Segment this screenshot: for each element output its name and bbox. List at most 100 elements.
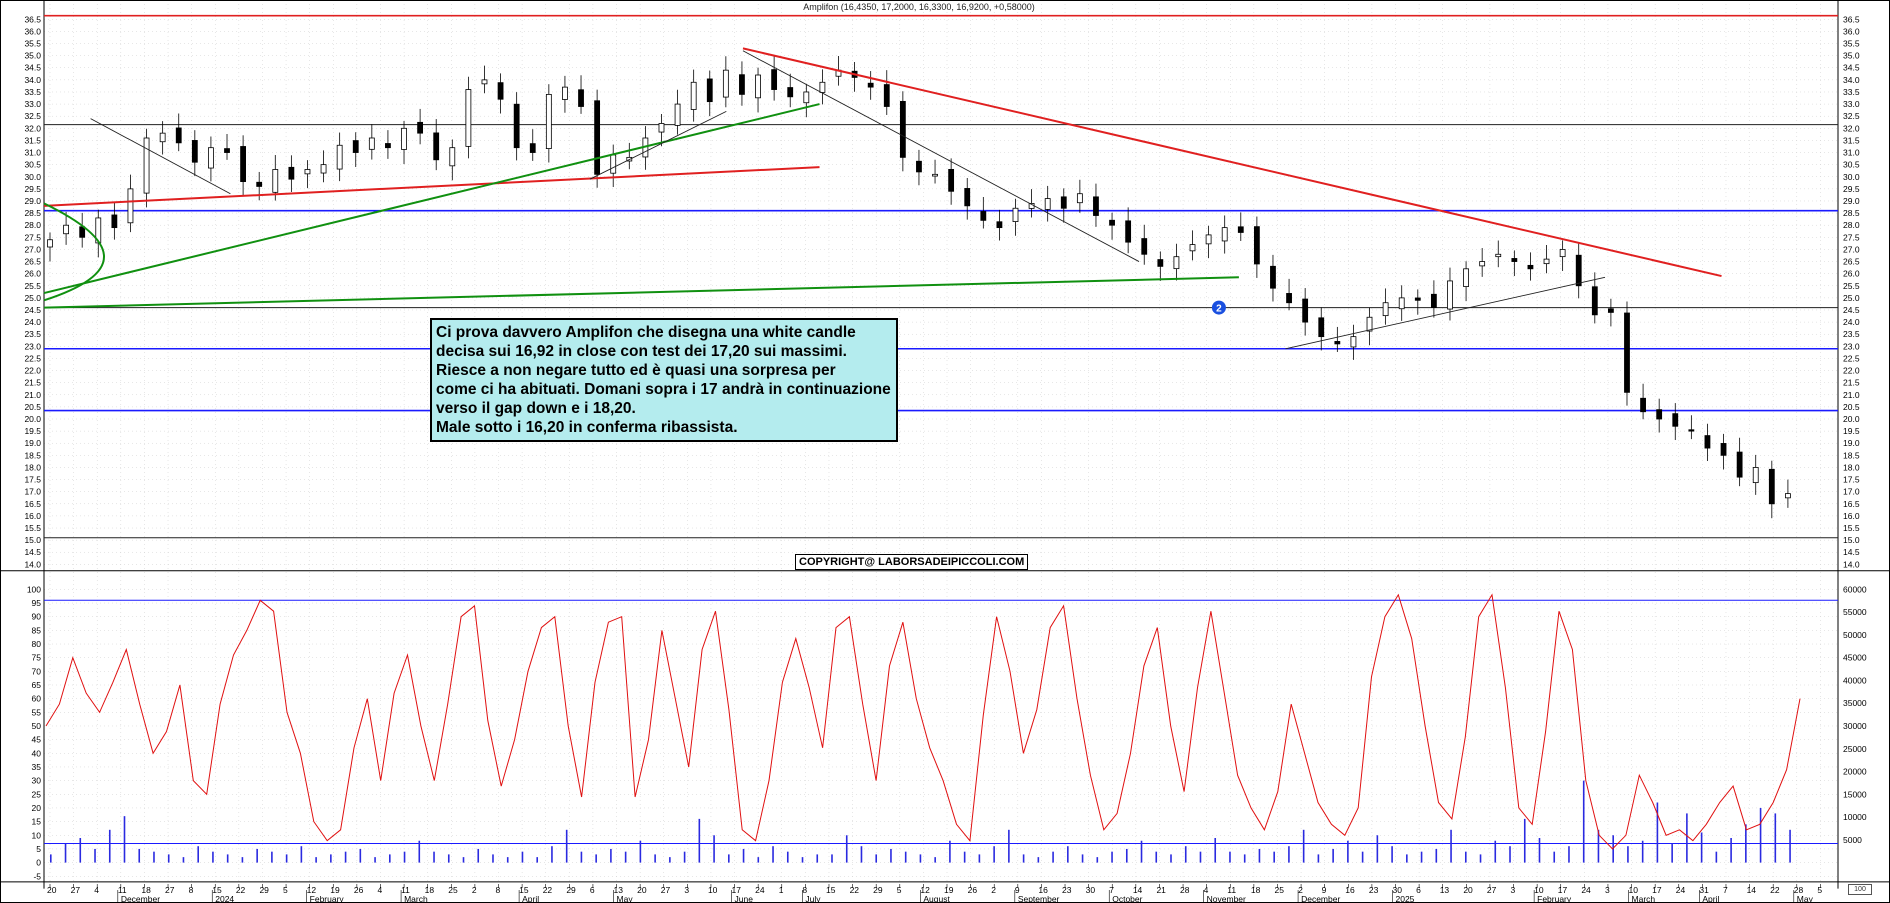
- volume-bar: [1332, 848, 1334, 863]
- y-tick-label-left: 21.0: [24, 390, 41, 400]
- candle-body: [610, 154, 617, 174]
- y-tick-label-left: 14.0: [24, 559, 41, 569]
- osc-tick-label-right: 55000: [1843, 607, 1867, 617]
- x-day-label: 26: [968, 885, 978, 895]
- osc-tick-label-left: 0: [36, 858, 41, 868]
- candle-body: [594, 100, 601, 175]
- candle-body: [449, 147, 456, 167]
- volume-bar: [182, 857, 185, 863]
- volume-bar: [1347, 840, 1349, 863]
- volume-bar: [1686, 813, 1688, 863]
- y-tick-label-left: 28.0: [24, 220, 41, 230]
- volume-bar: [374, 857, 376, 863]
- candle-body: [1109, 219, 1115, 226]
- x-day-label: 17: [1558, 885, 1568, 895]
- note-line: decisa sui 16,92 in close con test dei 1…: [436, 343, 847, 360]
- candles: [47, 55, 1791, 519]
- y-tick-label-left: 14.5: [24, 547, 41, 557]
- trendline-red: [742, 47, 1722, 278]
- y-tick-label-right: 34.0: [1843, 75, 1860, 85]
- trendline-black: [1285, 276, 1606, 350]
- x-day-label: 17: [1652, 885, 1662, 895]
- x-month-label: June: [735, 894, 754, 903]
- candle-body: [948, 169, 955, 192]
- y-tick-label-left: 28.5: [24, 208, 41, 218]
- y-tick-label-left: 31.5: [24, 135, 41, 145]
- volume-bar: [610, 848, 612, 863]
- osc-tick-label-left: 45: [32, 735, 42, 745]
- y-tick-label-right: 27.5: [1843, 232, 1860, 242]
- candle-body: [1350, 336, 1357, 348]
- oscillator-panel: [44, 593, 1838, 863]
- x-day-label: 14: [1747, 885, 1757, 895]
- y-tick-label-left: 22.0: [24, 366, 41, 376]
- y-tick-label-left: 23.0: [24, 341, 41, 351]
- x-day-label: 28: [1794, 885, 1804, 895]
- oscillator-line: [45, 593, 1801, 850]
- y-tick-label-left: 25.0: [24, 293, 41, 303]
- x-day-label: 19: [944, 885, 954, 895]
- x-day-label: 24: [755, 885, 765, 895]
- x-day-label: 7: [1723, 885, 1728, 895]
- volume-bar: [786, 851, 789, 863]
- x-day-label: 20: [47, 885, 57, 895]
- x-day-label: 27: [661, 885, 671, 895]
- volume-bar: [123, 816, 126, 863]
- candle-body: [240, 146, 247, 183]
- y-tick-label-left: 19.0: [24, 438, 41, 448]
- x-day-label: 11: [401, 885, 410, 895]
- candle-body: [1366, 316, 1373, 332]
- volume-bar: [1656, 802, 1659, 863]
- y-tick-label-right: 16.5: [1843, 499, 1860, 509]
- candle-body: [1688, 429, 1695, 432]
- x-month-label: March: [1632, 894, 1656, 903]
- y-tick-label-left: 18.5: [24, 450, 41, 460]
- x-day-label: 10: [1629, 885, 1639, 895]
- candle-body: [1736, 451, 1743, 478]
- volume-bar: [536, 857, 539, 863]
- x-day-label: 27: [71, 885, 81, 895]
- y-tick-label-left: 27.5: [24, 232, 41, 242]
- volume-bar: [698, 818, 701, 863]
- y-tick-label-right: 21.5: [1843, 378, 1860, 388]
- candle-body: [529, 143, 536, 153]
- x-day-label: 20: [637, 885, 647, 895]
- candle-body: [819, 81, 826, 93]
- volume-bar: [1125, 848, 1128, 863]
- y-tick-label-left: 17.0: [24, 487, 41, 497]
- x-day-label: 23: [1369, 885, 1379, 895]
- candle-body: [1141, 238, 1148, 255]
- volume-bar: [1406, 854, 1408, 863]
- y-tick-label-right: 29.5: [1843, 184, 1860, 194]
- volume-bar: [934, 857, 936, 863]
- osc-tick-label-left: 55: [32, 707, 42, 717]
- candle-body: [1785, 493, 1791, 499]
- candle-body: [1752, 467, 1759, 484]
- volume-bar: [1288, 846, 1290, 863]
- volume-bar: [683, 851, 686, 863]
- y-tick-label-right: 15.5: [1843, 523, 1860, 533]
- y-tick-label-left: 30.0: [24, 172, 41, 182]
- volume-bar: [1155, 851, 1158, 863]
- candle-body: [304, 169, 311, 175]
- y-tick-label-right: 33.0: [1843, 99, 1860, 109]
- candle-body: [1479, 261, 1486, 267]
- candle-body: [111, 214, 118, 229]
- x-day-label: 9: [1322, 885, 1327, 895]
- candle-body: [578, 89, 584, 107]
- marker-label: 2: [1216, 304, 1222, 315]
- y-tick-label-right: 14.0: [1843, 559, 1860, 569]
- volume-bar: [1627, 846, 1629, 863]
- grid: [44, 0, 1838, 882]
- trendlines: 2: [43, 47, 1722, 350]
- volume-bar: [1745, 824, 1747, 863]
- candle-body: [1093, 196, 1099, 216]
- volume-bar: [330, 854, 332, 863]
- x-day-label: 18: [141, 885, 151, 895]
- volume-bar: [669, 857, 671, 863]
- volume-bar: [79, 838, 82, 863]
- y-tick-label-right: 14.5: [1843, 547, 1860, 557]
- x-month-label: December: [121, 894, 160, 903]
- volume-bar: [1715, 851, 1718, 863]
- volume-bar: [153, 851, 155, 863]
